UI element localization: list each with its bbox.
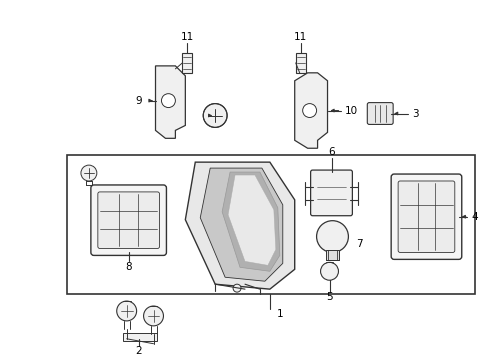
FancyBboxPatch shape [310, 170, 352, 216]
Text: 8: 8 [125, 262, 132, 272]
Polygon shape [155, 66, 185, 138]
Polygon shape [294, 73, 327, 148]
Circle shape [203, 104, 226, 127]
Text: 4: 4 [470, 212, 477, 222]
Text: 6: 6 [327, 147, 334, 157]
FancyBboxPatch shape [366, 103, 392, 125]
Circle shape [302, 104, 316, 117]
Circle shape [233, 284, 241, 292]
Polygon shape [222, 172, 279, 271]
Bar [325, 251, 339, 260]
FancyBboxPatch shape [98, 192, 159, 248]
Text: 1: 1 [276, 309, 283, 319]
Circle shape [316, 221, 347, 252]
Circle shape [143, 306, 163, 326]
Circle shape [320, 262, 338, 280]
Circle shape [117, 301, 136, 321]
Circle shape [161, 94, 175, 108]
Bar [182, 53, 192, 73]
Text: 10: 10 [344, 105, 357, 116]
Text: 3: 3 [411, 108, 417, 118]
Text: 7: 7 [355, 239, 362, 249]
FancyBboxPatch shape [397, 181, 454, 252]
Text: 11: 11 [181, 32, 194, 42]
Polygon shape [200, 168, 282, 281]
Bar [122, 333, 157, 341]
Polygon shape [227, 175, 275, 265]
FancyBboxPatch shape [91, 185, 166, 255]
Text: 2: 2 [135, 346, 142, 356]
Bar [67, 155, 474, 294]
Circle shape [81, 165, 97, 181]
Text: 5: 5 [325, 292, 332, 302]
FancyBboxPatch shape [390, 174, 461, 260]
Bar [295, 53, 305, 73]
Text: 9: 9 [135, 96, 142, 105]
Text: 11: 11 [293, 32, 306, 42]
Polygon shape [185, 162, 294, 289]
